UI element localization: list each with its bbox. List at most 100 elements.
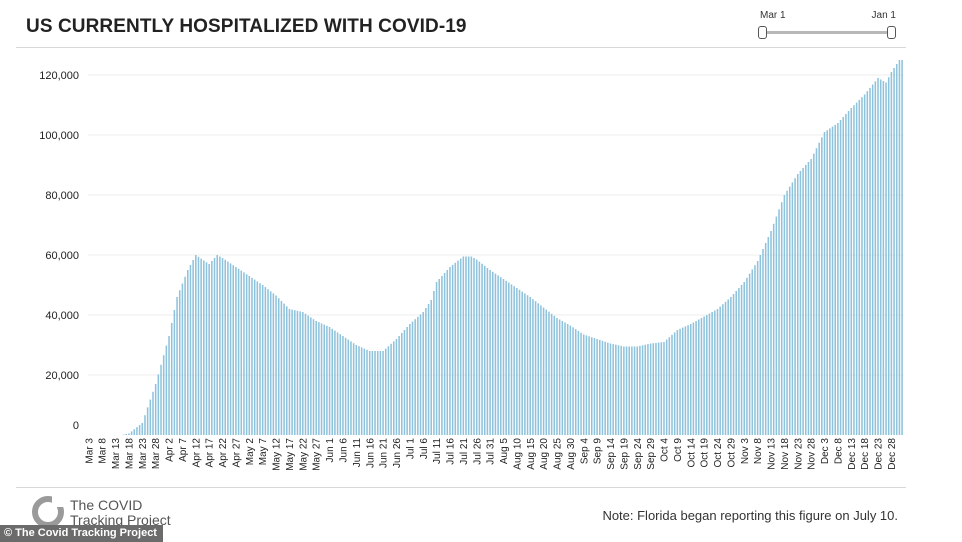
chart-bar: [438, 279, 441, 435]
x-tick-label: Nov 3: [740, 438, 751, 465]
chart-bar: [813, 153, 815, 435]
x-tick-label: Jun 16: [365, 438, 376, 468]
chart-bar: [743, 282, 746, 435]
date-range-slider[interactable]: Mar 1 Jan 1: [756, 6, 902, 42]
x-tick-label: Nov 8: [753, 438, 764, 465]
chart-bar: [352, 343, 355, 435]
image-credit: © The Covid Tracking Project: [0, 525, 163, 542]
chart-bar: [810, 159, 812, 435]
chart-bar: [596, 339, 598, 435]
chart-bar: [855, 102, 858, 435]
chart-bar: [441, 276, 443, 435]
chart-bar: [673, 332, 676, 435]
chart-bar: [136, 427, 138, 435]
chart-bar: [443, 273, 446, 435]
chart-bar: [133, 429, 136, 435]
chart-bar: [534, 301, 537, 435]
chart-bar: [620, 345, 622, 435]
chart-bar: [344, 337, 347, 435]
x-tick-label: Apr 27: [232, 438, 243, 468]
chart-bar: [513, 286, 515, 435]
chart-bar: [542, 307, 545, 435]
x-tick-label: Apr 17: [205, 438, 216, 468]
chart-bar: [342, 336, 344, 435]
range-track[interactable]: [762, 31, 892, 34]
chart-bar: [154, 384, 157, 435]
chart-bar: [334, 330, 336, 435]
chart-bar: [387, 346, 390, 435]
range-start-handle[interactable]: [758, 26, 767, 39]
chart-bar: [146, 407, 149, 435]
chart-bar: [374, 351, 376, 435]
chart-bar: [473, 258, 475, 435]
chart-bar: [430, 300, 432, 435]
x-tick-label: Aug 25: [553, 438, 564, 470]
chart-bar: [641, 345, 644, 435]
x-tick-label: Aug 20: [539, 438, 550, 470]
chart-bar: [203, 260, 205, 435]
chart-bar: [192, 260, 194, 435]
chart-bar: [355, 345, 358, 435]
chart-bar: [788, 186, 791, 435]
chart-bar: [879, 79, 882, 435]
chart-bar: [516, 288, 518, 435]
x-tick-label: Dec 18: [860, 438, 871, 470]
x-tick-label: Jul 16: [446, 438, 457, 465]
x-tick-label: Mar 3: [84, 438, 95, 464]
chart-bar: [895, 64, 898, 435]
chart-bar: [564, 322, 566, 435]
florida-reporting-note: Note: Florida began reporting this figur…: [602, 508, 898, 523]
chart-bar: [550, 313, 553, 435]
chart-bar: [831, 126, 834, 435]
range-start-label: Mar 1: [760, 10, 786, 21]
chart-bar: [508, 282, 510, 435]
chart-bar: [376, 351, 379, 435]
chart-bar: [312, 319, 315, 435]
chart-bar: [585, 335, 588, 435]
chart-bar: [823, 132, 826, 435]
x-tick-label: Oct 29: [726, 438, 737, 468]
x-tick-label: Mar 13: [111, 438, 122, 470]
chart-bar: [815, 148, 818, 435]
chart-bar: [665, 339, 668, 435]
chart-bar: [730, 297, 732, 435]
chart-bar: [125, 434, 128, 435]
chart-bar: [821, 137, 823, 435]
chart-bar: [200, 258, 202, 435]
chart-bar: [502, 279, 505, 435]
chart-bar: [272, 293, 275, 435]
chart-bar: [358, 346, 360, 435]
chart-bar: [459, 258, 462, 435]
chart-bar: [858, 99, 861, 436]
chart-bar: [470, 256, 473, 435]
chart-bar: [681, 327, 684, 435]
chart-bar: [184, 276, 186, 435]
x-tick-label: Oct 14: [686, 438, 697, 468]
chart-bar: [615, 344, 617, 435]
chart-bar: [853, 105, 855, 436]
range-end-handle[interactable]: [887, 26, 896, 39]
chart-bar: [866, 91, 869, 435]
chart-bar: [548, 311, 550, 435]
x-tick-label: Oct 9: [673, 438, 684, 462]
chart-bar: [754, 265, 756, 435]
chart-bar: [885, 82, 887, 435]
chart-bar: [794, 178, 796, 435]
x-tick-label: Nov 23: [793, 438, 804, 470]
chart-bar: [462, 256, 465, 435]
chart-bar: [288, 309, 291, 435]
chart-bar: [475, 259, 478, 435]
range-end-label: Jan 1: [871, 10, 896, 21]
chart-bar: [427, 304, 430, 435]
chart-bar: [869, 87, 871, 436]
chart-bar: [500, 277, 502, 435]
chart-bar: [796, 174, 799, 435]
chart-bar: [243, 272, 245, 435]
chart-bar: [486, 267, 489, 435]
x-tick-label: May 7: [258, 438, 269, 466]
chart-bar: [481, 263, 483, 435]
chart-bar: [144, 415, 146, 435]
chart-bar: [628, 346, 630, 435]
chart-bar: [631, 346, 633, 435]
y-tick-label: 80,000: [45, 190, 79, 202]
